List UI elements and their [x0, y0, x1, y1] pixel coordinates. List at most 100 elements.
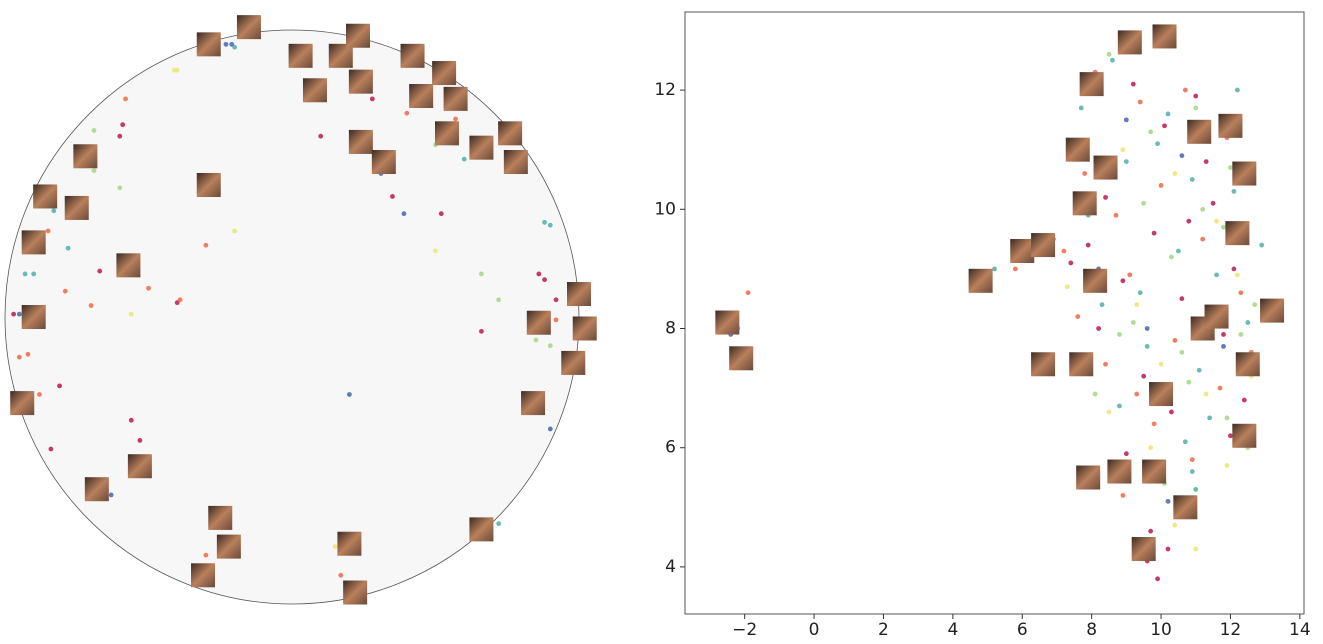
point [1068, 261, 1073, 266]
face-thumbnail [401, 44, 425, 68]
face-thumbnail [498, 121, 522, 145]
point [1114, 213, 1119, 218]
point [123, 96, 128, 101]
point [1245, 320, 1250, 325]
y-tick-label: 6 [665, 438, 676, 458]
face-thumbnail [435, 121, 459, 145]
point [1169, 255, 1174, 260]
point [137, 438, 142, 443]
face-thumbnail [346, 24, 370, 48]
y-tick-label: 4 [665, 557, 676, 577]
point [1193, 547, 1198, 552]
point [554, 317, 559, 322]
face-thumbnail [372, 150, 396, 174]
point [534, 338, 539, 343]
point [1159, 183, 1164, 188]
face-thumbnail [1069, 352, 1093, 376]
point [120, 122, 125, 127]
point [1232, 266, 1237, 271]
point [1155, 141, 1160, 146]
face-thumbnail [1232, 424, 1256, 448]
point [1197, 368, 1202, 373]
face-thumbnail [969, 269, 993, 293]
point [1179, 350, 1184, 355]
face-thumbnail [337, 532, 361, 556]
point [1152, 231, 1157, 236]
point [1120, 147, 1125, 152]
point [175, 68, 180, 73]
point [229, 42, 234, 47]
point [1131, 82, 1136, 87]
figure: −2024681012144681012 [0, 0, 1323, 644]
point [1238, 290, 1243, 295]
point [402, 211, 407, 216]
point [178, 297, 183, 302]
point [57, 383, 62, 388]
point [1166, 112, 1171, 117]
y-tick-label: 8 [665, 318, 676, 338]
point [66, 246, 71, 251]
point [146, 286, 151, 291]
point [1207, 416, 1212, 421]
face-thumbnail [1232, 162, 1256, 186]
point [1145, 326, 1150, 331]
point [1190, 177, 1195, 182]
face-thumbnail [33, 184, 57, 208]
face-thumbnail [1066, 138, 1090, 162]
point [1107, 52, 1112, 57]
point [496, 521, 501, 526]
point [31, 272, 36, 277]
point [1183, 88, 1188, 93]
point [1204, 159, 1209, 164]
point [1013, 266, 1018, 271]
point [129, 312, 134, 317]
point [89, 303, 94, 308]
face-thumbnail [349, 130, 373, 154]
face-thumbnail [1236, 352, 1260, 376]
point [232, 229, 237, 234]
point [1082, 171, 1087, 176]
face-thumbnail [343, 581, 367, 605]
point [433, 249, 438, 254]
point [1259, 243, 1264, 248]
point [1145, 344, 1150, 349]
point [1134, 302, 1139, 307]
x-tick-label: −2 [732, 620, 757, 640]
point [347, 392, 352, 397]
point [1107, 410, 1112, 415]
point [746, 290, 751, 295]
point [1061, 249, 1066, 254]
face-thumbnail [197, 173, 221, 197]
face-thumbnail [10, 391, 34, 415]
point [1065, 284, 1070, 289]
point [1214, 272, 1219, 277]
face-thumbnail [116, 253, 140, 277]
face-thumbnail [1031, 233, 1055, 257]
point [1159, 362, 1164, 367]
point [1186, 380, 1191, 385]
point [1079, 106, 1084, 111]
point [1124, 117, 1129, 122]
face-thumbnail [521, 391, 545, 415]
face-thumbnail [85, 477, 109, 501]
point [1214, 219, 1219, 224]
y-tick-label: 12 [654, 80, 676, 100]
point [548, 343, 553, 348]
point [1221, 225, 1226, 230]
point [548, 223, 553, 228]
face-thumbnail [22, 230, 46, 254]
point [1103, 195, 1108, 200]
point [1193, 94, 1198, 99]
point [1235, 88, 1240, 93]
point [1086, 243, 1091, 248]
point [23, 272, 28, 277]
face-thumbnail [1076, 466, 1100, 490]
point [1186, 219, 1191, 224]
point [1190, 457, 1195, 462]
face-thumbnail [432, 61, 456, 85]
point [51, 208, 56, 213]
face-thumbnail [469, 136, 493, 160]
point [1179, 296, 1184, 301]
point [1169, 410, 1174, 415]
face-thumbnail [1149, 382, 1173, 406]
